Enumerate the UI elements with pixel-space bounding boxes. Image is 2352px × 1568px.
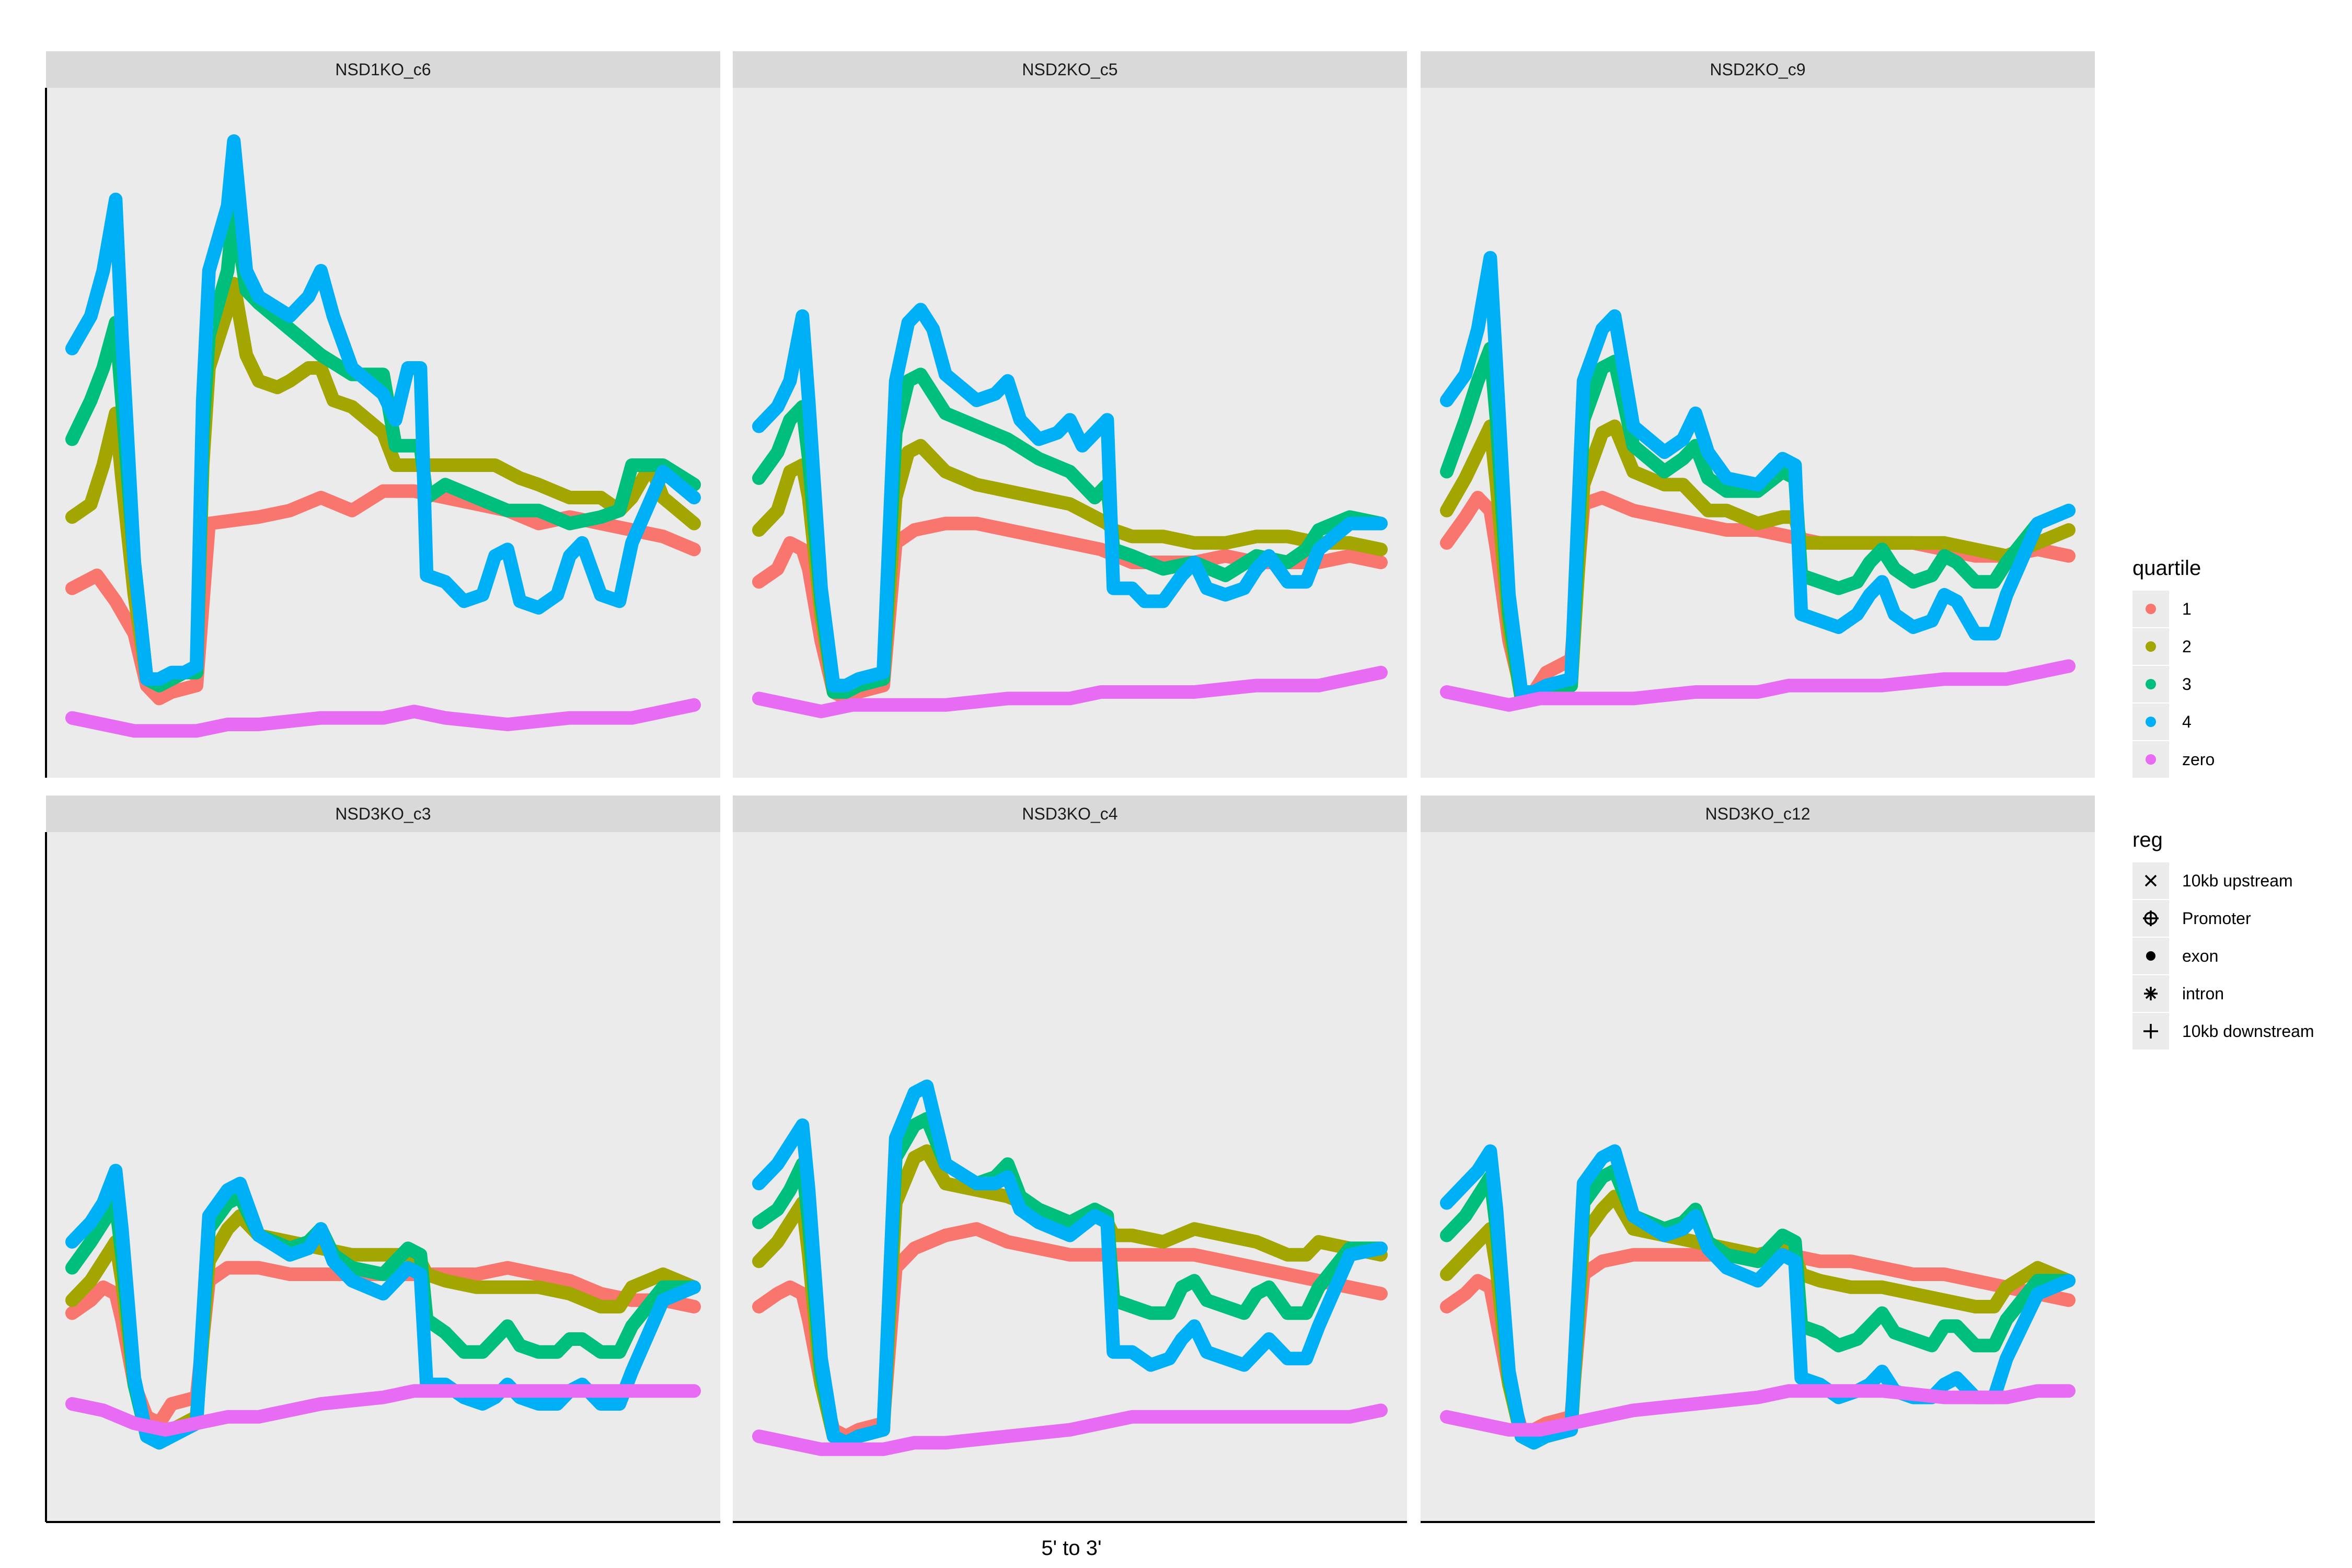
legend-color-swatch [2146,717,2156,727]
series-line-quartile-4 [1440,251,2076,699]
legend-item-exon: exon [2132,938,2218,974]
facet-panel-nsd3ko-c4: NSD3KO_c4 [733,795,1407,1523]
legend-item-intron: intron [2132,975,2224,1012]
legend-title: reg [2132,828,2163,851]
facet-panel-nsd2ko-c5: NSD2KO_c5 [733,51,1407,778]
legend-item-10kb-downstream: 10kb downstream [2132,1013,2314,1050]
panel-background [733,832,1407,1522]
series-line-quartile-zero [752,1403,1388,1456]
facet-strip [1421,51,2095,88]
panels-layer: NSD1KO_c6 NSD2KO_c5 NSD2KO_c9 NSD3KO_c3 NSD3… [45,51,2095,1523]
legend-label: 4 [2182,712,2192,731]
legend-label: Promoter [2182,909,2251,928]
facet-strip [733,51,1407,88]
legend-color-swatch [2146,679,2156,689]
legend-color-swatch [2146,754,2156,765]
facet-strip [1421,795,2095,832]
facet-title: NSD2KO_c9 [1710,60,1805,79]
legend-label: intron [2182,984,2224,1003]
series-line-quartile-4 [752,303,1388,693]
x-axis-title: 5' to 3' [1041,1537,1101,1560]
facet-panel-nsd1ko-c6: NSD1KO_c6 [45,51,720,778]
legend-label: exon [2182,947,2218,965]
facet-strip [46,795,720,832]
legend-shape-dot-icon [2146,951,2155,961]
series-line-quartile-zero [752,665,1388,719]
series-line-quartile-zero [1440,659,2076,712]
legend-item-10kb-upstream: 10kb upstream [2132,862,2293,899]
legend-shape-cross-icon [2145,874,2157,887]
facet-panel-nsd3ko-c3: NSD3KO_c3 [45,795,720,1523]
facet-strip [46,51,720,88]
legend-item-zero: zero [2132,741,2215,778]
legend-label: 10kb downstream [2182,1022,2314,1041]
legend-item-4: 4 [2132,704,2192,740]
legend-shape-plus-icon [2143,1024,2158,1039]
legend-label: 2 [2182,637,2192,656]
series-line-quartile-zero [1440,1384,2076,1437]
legend-shape-asterisk-icon [2144,987,2158,1000]
series-line-quartile-4 [752,1079,1388,1450]
facet-title: NSD1KO_c6 [335,60,431,79]
legend-layer: quartile 1 2 3 4 zero reg 10kb upstream Promoter… [2132,557,2314,1050]
facet-title: NSD2KO_c5 [1022,60,1117,79]
facet-panel-nsd2ko-c9: NSD2KO_c9 [1421,51,2095,778]
legend-item-3: 3 [2132,666,2192,702]
legend-item-2: 2 [2132,628,2192,665]
facet-title: NSD3KO_c12 [1705,804,1811,823]
facet-panel-nsd3ko-c12: NSD3KO_c12 [1421,795,2095,1523]
series-line-quartile-4 [1440,1144,2076,1450]
legend-label: 3 [2182,675,2192,694]
legend-label: 10kb upstream [2182,871,2293,890]
legend-color-swatch [2146,604,2156,614]
legend-quartile: quartile 1 2 3 4 zero [2132,557,2215,778]
legend-label: 1 [2182,599,2192,618]
legend-color-swatch [2146,641,2156,652]
series-line-quartile-zero [65,1384,701,1437]
legend-reg: reg 10kb upstream Promoter exon intron 10kb d… [2132,828,2314,1050]
legend-label: zero [2182,750,2215,769]
legend-item-promoter: Promoter [2132,900,2251,937]
panel-background [1421,832,2095,1522]
legend-title: quartile [2132,557,2201,580]
legend-shape-circle-plus-icon [2143,910,2159,926]
series-line-quartile-4 [65,134,701,686]
panel-background [1421,88,2095,778]
facet-title: NSD3KO_c4 [1022,804,1117,823]
legend-item-1: 1 [2132,591,2192,627]
series-line-quartile-zero [65,698,701,738]
facet-strip [733,795,1407,832]
facet-title: NSD3KO_c3 [335,804,431,823]
